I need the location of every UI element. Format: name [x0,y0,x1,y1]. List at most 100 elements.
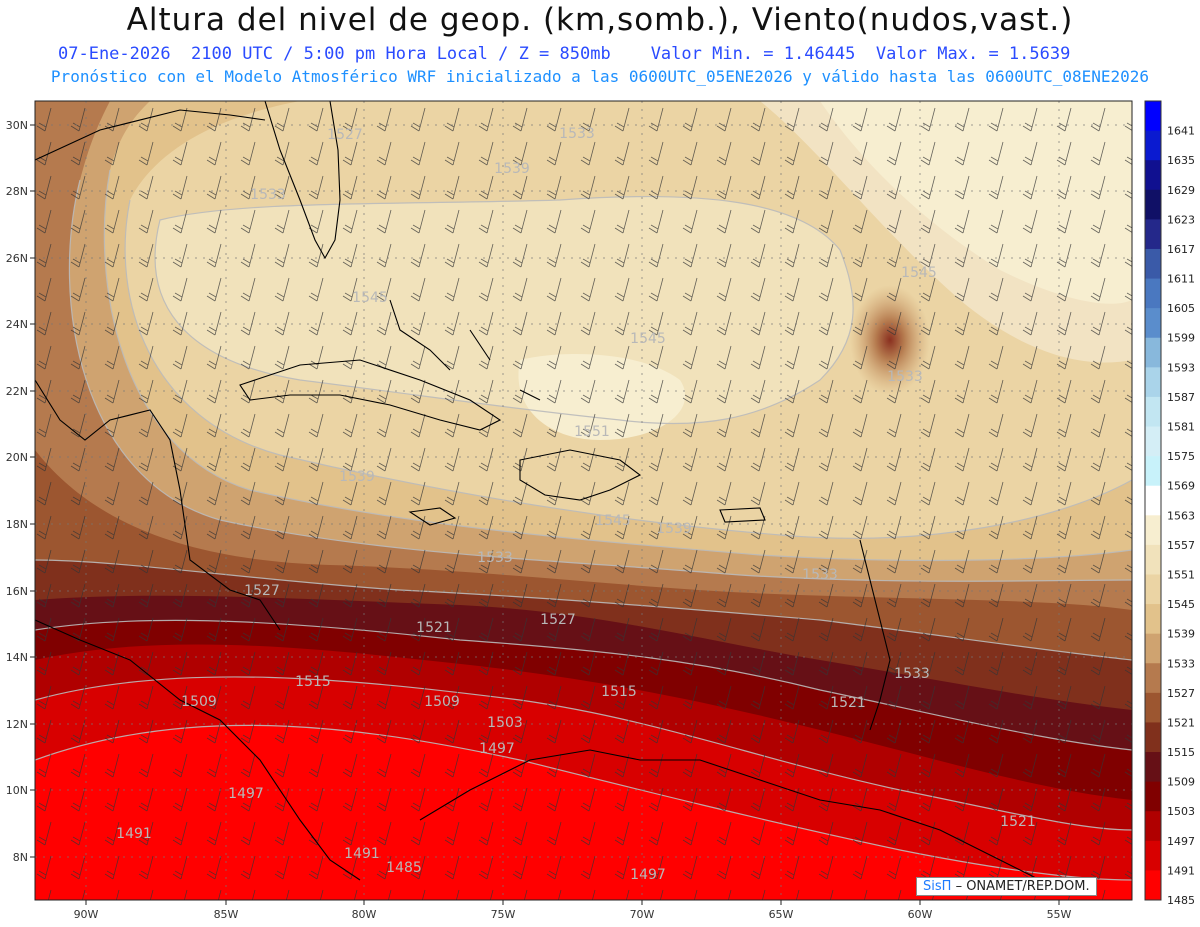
legend-level-label: 1515 [1167,746,1195,759]
lat-label: 30N [6,119,28,132]
legend-level-label: 1629 [1167,184,1195,197]
legend-swatch [1145,101,1161,132]
legend-level-label: 1581 [1167,421,1195,434]
legend-level-label: 1509 [1167,776,1195,789]
contour-label: 1539 [656,521,692,537]
lat-label: 22N [6,385,28,398]
contour-label: 1485 [386,860,422,876]
contour-label: 1527 [327,127,363,143]
legend-level-label: 1557 [1167,539,1195,552]
legend-level-label: 1533 [1167,657,1195,670]
contour-label: 1545 [901,265,937,281]
map-area[interactable] [35,101,1132,900]
legend-swatch [1145,722,1161,753]
contour-label: 1491 [116,826,152,842]
legend-level-label: 1587 [1167,391,1195,404]
contour-label: 1533 [250,187,286,203]
lat-label: 20N [6,451,28,464]
legend-level-label: 1593 [1167,361,1195,374]
legend-swatch [1145,456,1161,487]
contour-label: 1521 [830,695,866,711]
legend-swatch [1145,544,1161,575]
contour-label: 1551 [574,424,610,440]
contour-label: 1539 [494,161,530,177]
legend-swatch [1145,308,1161,339]
lon-label: 60W [908,908,933,921]
mexico-coast [35,379,281,631]
contour-label: 1539 [339,469,375,485]
contour-label: 1509 [181,694,217,710]
legend-swatch [1145,515,1161,546]
contour-label: 1497 [630,867,666,883]
lat-label: 18N [6,518,28,531]
legend-swatch [1145,633,1161,664]
legend-swatch [1145,160,1161,191]
legend-swatch [1145,604,1161,635]
contour-label: 1509 [424,694,460,710]
contour-label: 1533 [894,666,930,682]
lon-label: 80W [352,908,377,921]
contour-label: 1533 [802,567,838,583]
contour-label: 1515 [601,684,637,700]
legend-level-label: 1503 [1167,805,1195,818]
lat-label: 24N [6,318,28,331]
legend-level-label: 1611 [1167,273,1195,286]
contour-label: 1533 [477,550,513,566]
contour-label: 1497 [479,741,515,757]
legend-swatch [1145,426,1161,457]
legend-level-label: 1635 [1167,154,1195,167]
jamaica [408,507,457,526]
legend-level-label: 1551 [1167,568,1195,581]
legend-swatch [1145,840,1161,871]
legend-level-label: 1575 [1167,450,1195,463]
south-america-coast [419,749,1061,891]
legend-swatch [1145,692,1161,723]
forecast-time-line: 07-Ene-2026 2100 UTC / 5:00 pm Hora Loca… [58,44,1070,64]
lat-label: 10N [6,784,28,797]
model-info: Pronóstico con el Modelo Atmosférico WRF… [50,67,1150,86]
contour-label: 1527 [244,583,280,599]
legend-level-label: 1569 [1167,480,1195,493]
legend-level-label: 1605 [1167,302,1195,315]
lat-label: 12N [6,718,28,731]
legend-level-label: 1527 [1167,687,1195,700]
legend-level-label: 1617 [1167,243,1195,256]
contour-label: 1545 [630,331,666,347]
lesser-antilles [859,539,891,731]
legend-level-label: 1521 [1167,716,1195,729]
contour-label: 1527 [540,612,576,628]
lat-label: 8N [13,851,28,864]
legend-swatch [1145,337,1161,368]
legend-swatch [1145,367,1161,398]
cuba [239,359,502,431]
florida-coast [264,101,341,260]
contour-label: 1521 [1000,814,1036,830]
bahamas [389,299,541,401]
legend-level-label: 1563 [1167,509,1195,522]
lat-label: 26N [6,252,28,265]
legend-swatch [1145,248,1161,280]
lat-label: 16N [6,585,28,598]
contour-label: 1491 [344,846,380,862]
legend-level-label: 1491 [1167,864,1195,877]
legend-swatch [1145,781,1161,812]
legend-level-label: 1539 [1167,628,1195,641]
sisp-logo: SisΠ [923,879,952,894]
legend-level-label: 1641 [1167,125,1195,138]
contour-label: 1497 [228,786,264,802]
contour-label: 1503 [487,715,523,731]
contour-label: 1521 [416,620,452,636]
lon-label: 55W [1047,908,1072,921]
legend-level-label: 1599 [1167,332,1195,345]
lon-label: 90W [74,908,99,921]
value-range: Valor Min. = 1.46445 Valor Max. = 1.5639 [650,44,1071,64]
legend-swatch [1145,811,1161,842]
legend-swatch [1145,278,1161,309]
legend-swatch [1145,663,1161,694]
legend-level-label: 1623 [1167,213,1195,226]
legend-swatch [1145,189,1161,220]
hispaniola [519,449,642,501]
central-america-coast [35,619,361,881]
puerto-rico [719,507,766,523]
